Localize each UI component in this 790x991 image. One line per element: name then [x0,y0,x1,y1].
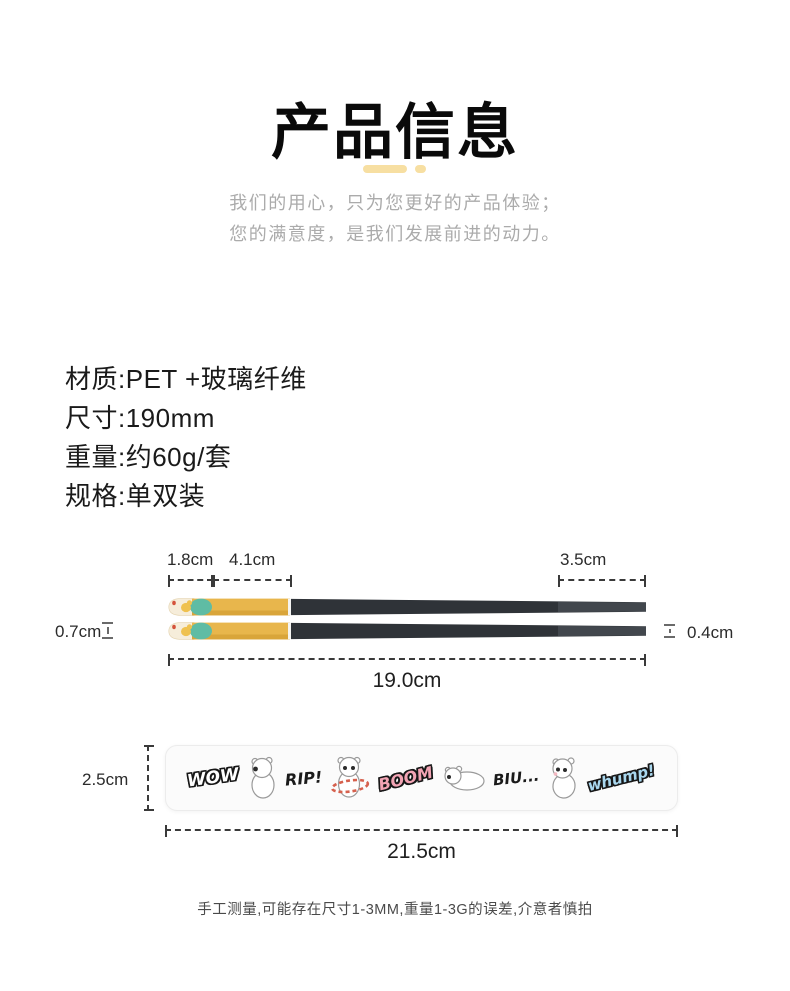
case-word-biu: BIU... [492,766,541,790]
case-word-wow: WOW [185,764,241,792]
measure-label-tip: 3.5cm [560,550,607,569]
title-accent-underline [0,165,790,173]
bear-hulahoop-icon [330,756,370,798]
spec-size: 尺寸:190mm [65,403,215,433]
measure-line-head [168,575,213,587]
measure-bracket-right [664,624,675,638]
accent-dot [415,165,426,173]
chopstick-bottom [168,622,646,640]
case-word-whump: whump! [586,760,658,796]
chopstick-top [168,598,646,616]
case-width-line [165,825,678,837]
bear-lying-icon [444,765,485,791]
measure-line-tip [558,575,646,587]
disclaimer-text: 手工测量,可能存在尺寸1-3MM,重量1-3G的误差,介意者慎拍 [197,902,593,918]
chopstick-diagram: 1.8cm 4.1cm 3.5cm [0,545,790,705]
spec-weight: 重量:约60g/套 [65,442,232,472]
subtitle-line-2: 您的满意度，是我们发展前进的动力。 [229,224,561,244]
measure-label-head: 1.8cm [167,550,214,569]
case-word-rip: RIP! [284,766,323,790]
measure-label-handle: 4.1cm [229,550,276,569]
accent-bar [363,165,407,173]
bear-standing-icon [251,756,275,799]
subtitle-line-1: 我们的用心，只为您更好的产品体验； [229,193,561,213]
case-height-label: 2.5cm [82,770,129,789]
measure-label-height-left: 0.7cm [55,622,102,641]
spec-material: 材质:PET +玻璃纤维 [65,364,307,394]
chopstick-case: WOW RIP! BOOM [165,745,678,811]
case-height-line [144,745,154,811]
measure-bracket-left [102,622,113,639]
spec-list: 材质:PET +玻璃纤维 尺寸:190mm 重量:约60g/套 规格:单双装 [65,360,307,516]
measure-label-height-right: 0.4cm [687,623,734,642]
case-diagram: 2.5cm WOW RIP! BOOM [0,738,790,873]
measure-label-total: 19.0cm [372,669,442,692]
page-title: 产品信息 [271,99,519,166]
measure-line-total [168,654,646,666]
bear-sitting-icon [551,757,576,799]
measure-line-handle [213,575,292,587]
case-word-boom: BOOM [376,762,435,794]
case-width-label: 21.5cm [387,840,456,863]
spec-packing: 规格:单双装 [65,481,206,511]
page-subtitle: 我们的用心，只为您更好的产品体验； 您的满意度，是我们发展前进的动力。 [0,188,790,250]
